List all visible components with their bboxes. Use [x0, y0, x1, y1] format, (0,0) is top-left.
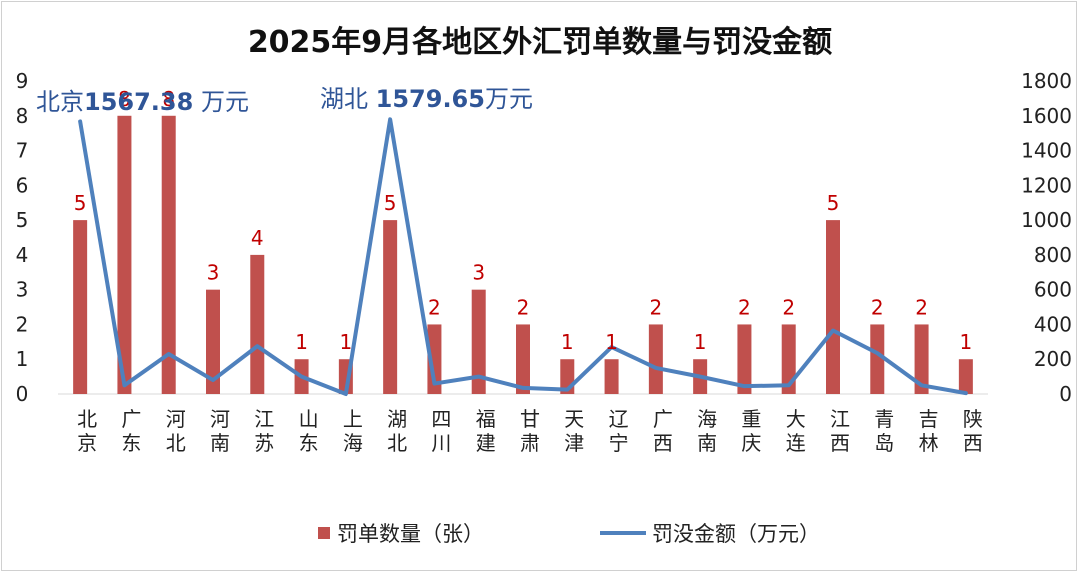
bar-data-label: 8 — [118, 87, 131, 111]
right-tick-label: 1000 — [1021, 208, 1072, 232]
bar-data-label: 2 — [649, 295, 662, 319]
legend-bar-label: 罚单数量（张） — [337, 522, 484, 546]
left-tick-label: 4 — [16, 243, 29, 267]
bar-data-label: 2 — [517, 295, 530, 319]
right-tick-label: 0 — [1059, 382, 1072, 406]
left-tick-label: 0 — [16, 382, 29, 406]
right-tick-label: 600 — [1034, 278, 1072, 302]
category-label: 大连 — [786, 407, 806, 455]
category-label: 江西 — [830, 407, 850, 455]
bar-data-label: 2 — [915, 295, 928, 319]
category-label: 福建 — [476, 407, 496, 455]
line-series — [78, 117, 968, 396]
bar — [958, 359, 973, 394]
left-tick-label: 3 — [16, 278, 29, 302]
left-tick-label: 6 — [16, 173, 29, 197]
bar — [250, 254, 265, 394]
bar — [161, 115, 176, 395]
right-tick-label: 1200 — [1021, 173, 1072, 197]
legend: 罚单数量（张） 罚没金额（万元） — [318, 522, 820, 546]
bar-data-label: 1 — [605, 330, 618, 354]
bar-data-label: 2 — [871, 295, 884, 319]
bar — [206, 289, 220, 394]
bar-data-label: 1 — [295, 330, 308, 354]
bar-data-label: 1 — [561, 330, 574, 354]
category-label: 海南 — [697, 407, 717, 455]
bar — [870, 324, 885, 394]
bar — [648, 324, 663, 394]
bar — [826, 220, 840, 394]
bar — [516, 324, 530, 394]
right-tick-label: 1400 — [1021, 139, 1072, 163]
value-annotation: 湖北 1579.65万元 — [320, 85, 533, 113]
bar-data-label: 8 — [162, 87, 175, 111]
bar — [781, 324, 796, 394]
bar-data-label: 1 — [339, 330, 352, 354]
category-label: 山东 — [299, 407, 319, 455]
bar — [383, 220, 398, 394]
data-labels: 5 8 8 3 4 1 1 5 2 3 2 1 1 2 1 2 2 5 2 2 1 — [74, 87, 972, 354]
left-tick-label: 9 — [16, 69, 29, 93]
left-tick-label: 1 — [16, 347, 29, 371]
bar — [117, 115, 132, 395]
category-label: 江苏 — [254, 407, 274, 455]
bar-data-label: 4 — [251, 226, 264, 250]
category-label: 甘肃 — [520, 407, 540, 455]
category-label: 河北 — [166, 407, 186, 455]
category-label: 青岛 — [874, 407, 894, 455]
category-label: 湖北 — [387, 407, 407, 455]
category-label: 重庆 — [741, 407, 761, 455]
category-label: 河南 — [210, 407, 230, 455]
right-tick-label: 1800 — [1021, 69, 1072, 93]
bar-series — [73, 115, 973, 395]
value-annotation: 北京1567.38 万元 — [36, 88, 249, 116]
category-label: 北京 — [77, 407, 97, 455]
category-label: 天津 — [564, 407, 584, 455]
bar-data-label: 3 — [207, 261, 220, 285]
right-axis: 0 200 400 600 800 1000 1200 1400 1600 1800 — [1021, 69, 1072, 406]
category-label: 辽宁 — [609, 407, 629, 455]
bar-data-label: 2 — [428, 295, 441, 319]
bar-data-label: 2 — [738, 295, 751, 319]
category-labels: 北京广东河北河南江苏山东上海湖北四川福建甘肃天津辽宁广西海南重庆大连江西青岛吉林… — [77, 407, 983, 455]
category-label: 广西 — [653, 407, 673, 455]
bar — [737, 324, 752, 394]
chart-title: 2025年9月各地区外汇罚单数量与罚没金额 — [248, 25, 832, 60]
left-axis: 0 1 2 3 4 5 6 7 8 9 — [16, 69, 988, 406]
bar — [604, 359, 619, 394]
category-label: 四川 — [431, 407, 451, 455]
line-path — [78, 117, 968, 396]
bar-data-label: 1 — [694, 330, 707, 354]
left-tick-label: 8 — [16, 104, 29, 128]
category-label: 吉林 — [919, 407, 939, 455]
legend-bar-swatch — [318, 527, 330, 539]
bar — [914, 324, 929, 394]
category-label: 广东 — [121, 407, 141, 455]
right-tick-label: 200 — [1034, 347, 1072, 371]
bar-data-label: 3 — [472, 261, 485, 285]
bar — [73, 220, 88, 394]
right-tick-label: 400 — [1034, 312, 1072, 336]
bar-data-label: 2 — [782, 295, 795, 319]
bar — [427, 324, 442, 394]
legend-line-label: 罚没金额（万元） — [652, 522, 820, 546]
bar-data-label: 5 — [827, 191, 840, 215]
bar-data-label: 5 — [384, 191, 397, 215]
left-tick-label: 5 — [16, 208, 29, 232]
annotations: 北京1567.38 万元 湖北 1579.65万元 — [36, 85, 533, 116]
right-tick-label: 800 — [1034, 243, 1072, 267]
bar-data-label: 1 — [959, 330, 972, 354]
category-label: 陕西 — [963, 407, 983, 455]
right-tick-label: 1600 — [1021, 104, 1072, 128]
bar-data-label: 5 — [74, 191, 87, 215]
bar — [471, 289, 486, 394]
category-label: 上海 — [343, 407, 363, 455]
left-tick-label: 7 — [16, 139, 29, 163]
left-tick-label: 2 — [16, 312, 29, 336]
